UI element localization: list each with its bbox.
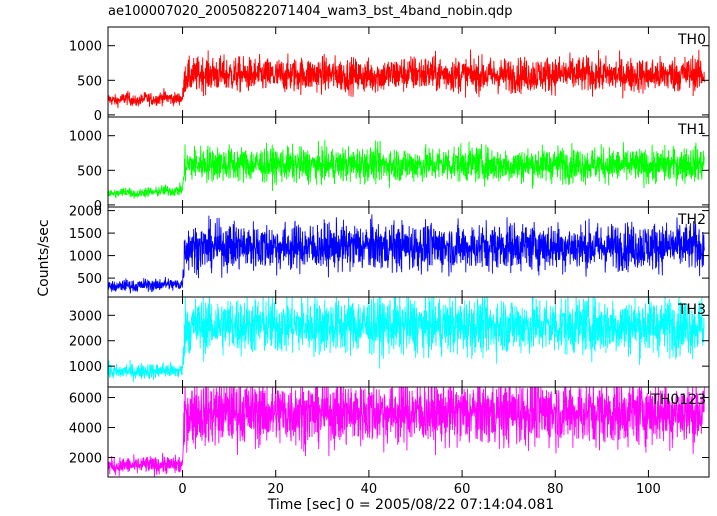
panel-th2: 500 1000 1500 2000 TH2: [69, 205, 710, 298]
panel-th0: 0 500 1000 TH0: [69, 26, 710, 124]
panel-th0123: 2000 4000 6000 TH0123: [69, 386, 710, 478]
series-line-th2: [108, 214, 705, 294]
y-tick-label: 500: [77, 164, 102, 179]
x-tick-label: 60: [454, 482, 471, 497]
x-tick-label: 20: [267, 482, 284, 497]
band-label-th1: TH1: [677, 122, 706, 138]
band-label-th3: TH3: [677, 302, 706, 318]
panel-th1: 0 500 1000 TH1: [69, 116, 710, 214]
series-line-th1: [108, 139, 705, 199]
y-tick-label: 4000: [69, 422, 102, 437]
y-tick-label: 1000: [69, 130, 102, 145]
x-tick-label: 0: [178, 482, 186, 497]
y-tick-label: 0: [94, 199, 102, 214]
series-line-th0123: [108, 387, 705, 477]
series-line-th0: [108, 49, 705, 109]
y-axis-label: Counts/sec: [36, 219, 52, 296]
x-tick-label: 100: [636, 482, 661, 497]
y-tick-label: 500: [77, 74, 102, 89]
band-label-th2: TH2: [677, 212, 706, 228]
y-tick-label: 2000: [69, 205, 102, 220]
y-tick-label: 1000: [69, 360, 102, 375]
x-axis-label: Time [sec] 0 = 2005/08/22 07:14:04.081: [267, 497, 554, 513]
y-tick-label: 500: [77, 272, 102, 287]
series-line-th3: [108, 297, 705, 383]
y-tick-label: 1000: [69, 40, 102, 55]
panel-th3: 1000 2000 3000 TH3: [69, 296, 710, 388]
y-tick-label: 1000: [69, 250, 102, 265]
band-label-th0123: TH0123: [650, 392, 706, 408]
chart-title: ae100007020_20050822071404_wam3_bst_4ban…: [108, 4, 513, 19]
panels-group: 0 500 1000 TH0 0 500 1000 TH1 500 1000 1500 2000 TH2…: [69, 26, 710, 478]
panel-frame: [107, 386, 710, 478]
x-tick-label: 40: [361, 482, 378, 497]
y-tick-label: 2000: [69, 335, 102, 350]
y-tick-label: 3000: [69, 309, 102, 324]
x-tick-label: 80: [547, 482, 564, 497]
x-axis: 0 20 40 60 80 100: [178, 482, 660, 497]
y-tick-label: 1500: [69, 227, 102, 242]
y-tick-label: 2000: [69, 452, 102, 467]
y-tick-label: 0: [94, 109, 102, 124]
y-tick-label: 6000: [69, 392, 102, 407]
band-label-th0: TH0: [677, 32, 706, 48]
